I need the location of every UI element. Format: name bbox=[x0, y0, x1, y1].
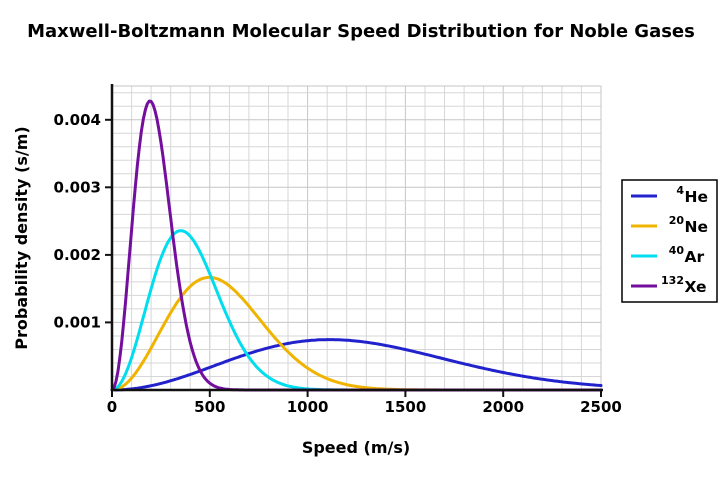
plot-border bbox=[111, 85, 602, 391]
curve-he bbox=[110, 338, 603, 392]
x-tick-label: 1000 bbox=[287, 398, 329, 416]
legend-item-ar: 40 Ar bbox=[631, 244, 704, 266]
legend-item-xe: 132 Xe bbox=[631, 274, 707, 296]
curve-ne bbox=[110, 275, 603, 392]
legend-item-he: 4 He bbox=[631, 184, 708, 206]
x-tick-label: 2500 bbox=[580, 398, 622, 416]
y-tick-label: 0.001 bbox=[54, 313, 101, 331]
legend-mass-number: 40 bbox=[669, 244, 685, 257]
x-tick-label: 2000 bbox=[482, 398, 524, 416]
y-axis-label: Probability density (s/m) bbox=[12, 126, 31, 349]
axes bbox=[105, 84, 603, 397]
chart-title: Maxwell-Boltzmann Molecular Speed Distri… bbox=[27, 21, 695, 42]
legend-element-symbol: He bbox=[685, 188, 709, 206]
curve-xe bbox=[110, 99, 603, 392]
tick-labels: 0 500 1000 1500 2000 2500 0.001 0.002 0.003 0.004 bbox=[54, 111, 622, 416]
y-tick-label: 0.003 bbox=[54, 178, 101, 196]
x-tick-label: 500 bbox=[194, 398, 225, 416]
legend-element-symbol: Ar bbox=[685, 248, 705, 266]
x-tick-label: 1500 bbox=[385, 398, 427, 416]
legend-mass-number: 4 bbox=[676, 184, 684, 197]
legend-mass-number: 132 bbox=[661, 274, 684, 287]
legend-element-symbol: Xe bbox=[685, 278, 707, 296]
legend-mass-number: 20 bbox=[669, 214, 685, 227]
y-tick-label: 0.004 bbox=[54, 111, 101, 129]
legend-box bbox=[621, 179, 718, 303]
x-axis-label: Speed (m/s) bbox=[302, 438, 410, 457]
series-curves bbox=[110, 99, 603, 392]
plot-frame bbox=[111, 85, 602, 391]
grid-lines bbox=[112, 86, 601, 390]
legend-item-ne: 20 Ne bbox=[631, 214, 708, 236]
x-tick-label: 0 bbox=[107, 398, 117, 416]
legend-element-symbol: Ne bbox=[685, 218, 709, 236]
y-tick-label: 0.002 bbox=[54, 246, 101, 264]
